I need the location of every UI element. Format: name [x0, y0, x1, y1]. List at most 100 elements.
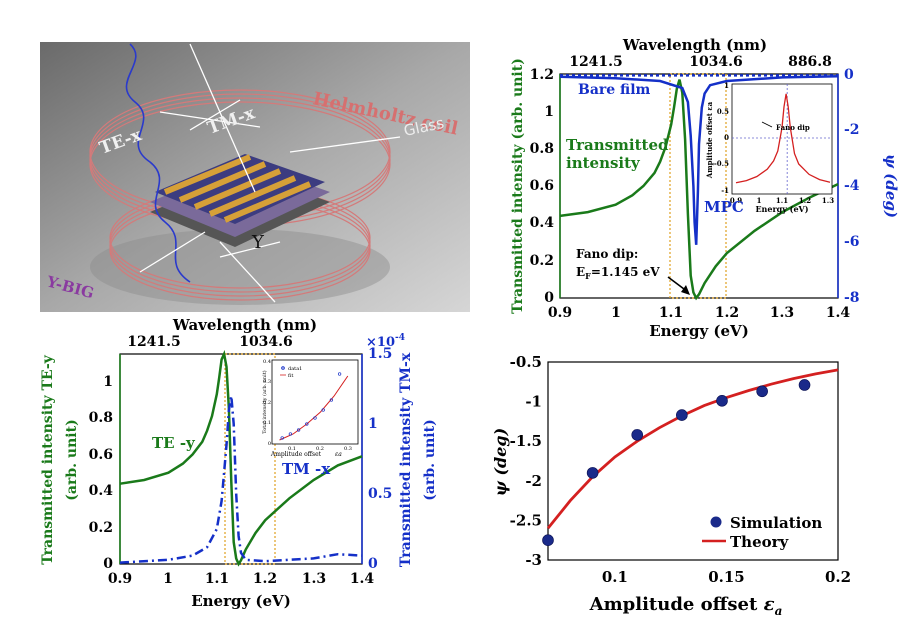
- xtick-5: 1.4: [826, 305, 851, 321]
- bl-inset-ytick-2: 0.2: [263, 400, 271, 406]
- device-illustration: TE-x TM-x Helmholtz coil Glass Y-BIG Y: [40, 42, 470, 312]
- inset-xtick-3: 1.2: [799, 196, 811, 205]
- y2tick-1: -6: [844, 234, 860, 250]
- bl-inset-xlabel-sym: εa: [335, 451, 342, 458]
- bl-series-0: [119, 349, 363, 567]
- bl-inset-point: [288, 432, 293, 436]
- br-x-axis-label: Amplitude offset εa: [589, 594, 783, 618]
- bl-left-yticks: 0 0.2 0.4 0.6 0.8 1: [89, 374, 114, 572]
- right-yticks: -8 -6 -4 -2 0: [844, 67, 860, 306]
- ytick-4: 0.8: [530, 141, 554, 157]
- bl-xticks: 0.9 1 1.1 1.2 1.3 1.4: [108, 571, 375, 587]
- inset-frame: [731, 83, 833, 195]
- bl-ytick-1: 0.2: [89, 520, 113, 536]
- bl-inset-ylabel: Total intensity (arb. unit): [261, 370, 268, 433]
- inset-fano-label: Fano dip: [776, 123, 810, 132]
- br-plot-frame: [547, 361, 839, 561]
- bl-y2-mult-exp: -4: [395, 333, 405, 343]
- y2tick-2: -4: [844, 178, 860, 194]
- polarization-axes: [139, 43, 401, 303]
- br-y-axis-label: ψ (deg): [491, 428, 510, 496]
- inset-ytick-2: 0: [724, 133, 729, 142]
- transmitted-label-line1: Transmitted: [566, 136, 669, 154]
- inset-yticks: -1 -0.5 0 0.5 1: [714, 81, 729, 195]
- chart-top-right-svg: Wavelength (nm) 1241.5 1034.6 886.8 Ampl…: [510, 36, 900, 340]
- bl-y2tick-2: 1: [368, 416, 378, 432]
- bl-y2-mult-base: ×10: [366, 335, 395, 350]
- inset-xtick-2: 1.1: [776, 196, 788, 205]
- bl-y2tick-0: 0: [368, 556, 378, 572]
- br-yticks: -3 -2.5 -2 -1.5 -1 -0.5: [510, 353, 542, 569]
- bl-inset-point: [305, 422, 309, 426]
- tr-series-2: [559, 74, 839, 245]
- ytick-1: 0.2: [530, 253, 554, 269]
- bl-plot-layer: [119, 349, 363, 567]
- top-axis-ticks: 1241.5 1034.6 886.8: [569, 54, 832, 70]
- inset-xlabel: Energy (eV): [755, 204, 808, 214]
- br-ytick: -1: [525, 393, 542, 411]
- br-ytick: -3: [525, 551, 542, 569]
- bl-xtick-5: 1.4: [350, 571, 375, 587]
- inset-xticks: 0.9 1 1.1 1.2 1.3: [730, 196, 834, 205]
- br-ytick: -2.5: [510, 511, 542, 529]
- chart-bottom-right: -3 -2.5 -2 -1.5 -1 -0.5 0.1 0.15 0.2 Amplitude …: [490, 350, 900, 620]
- mpc-label: MPC: [704, 198, 744, 216]
- top-tick-0: 1241.5: [569, 54, 623, 70]
- bl-y2-axis-label-1: Transmitted intensity TM-x: [398, 352, 414, 567]
- tr-series-0: [559, 79, 839, 301]
- bl-inset-point: [337, 372, 342, 376]
- chart-top-right: Wavelength (nm) 1241.5 1034.6 886.8 Ampl…: [500, 30, 900, 340]
- y-axis-label: Transmitted intensity (arb. unit): [510, 58, 526, 314]
- x-axis-label: Energy (eV): [649, 322, 749, 340]
- left-yticks: 0 0.2 0.4 0.6 0.8 1 1.2: [530, 67, 555, 306]
- top-tick-1: 1034.6: [689, 54, 743, 70]
- ytick-3: 0.6: [530, 178, 554, 194]
- ytick-6: 1.2: [530, 67, 554, 83]
- bl-xtick-0: 0.9: [108, 571, 132, 587]
- br-legend-simulation: Simulation: [730, 514, 822, 532]
- bl-ytick-0: 0: [103, 556, 113, 572]
- bl-inset-point: [313, 416, 317, 420]
- bl-ytick-2: 0.4: [89, 483, 114, 499]
- bl-ytick-4: 0.8: [89, 410, 113, 426]
- br-ytick: -0.5: [510, 353, 542, 371]
- chart-bottom-right-svg: -3 -2.5 -2 -1.5 -1 -0.5 0.1 0.15 0.2 Amplitude …: [491, 353, 851, 618]
- bl-y-axis-label-1: Transmitted intensity TE-y: [40, 354, 56, 564]
- br-xlabel-sub: a: [775, 604, 783, 618]
- bl-y2-axis-label-2: (arb. unit): [422, 419, 438, 500]
- br-xlabel-sym: ε: [764, 594, 775, 615]
- fano-dip-e-symbol: E: [576, 265, 585, 279]
- br-simulation-point: [798, 379, 811, 391]
- inset-ytick-3: 0.5: [717, 107, 729, 116]
- xtick-2: 1.1: [659, 305, 683, 321]
- bl-top-tick-1: 1034.6: [239, 334, 293, 350]
- bl-top-tick-0: 1241.5: [127, 334, 181, 350]
- bl-inset-legend-0: data1: [288, 366, 302, 372]
- bl-inset-legend-marker: [281, 366, 285, 370]
- xtick-3: 1.2: [715, 305, 739, 321]
- chart-bottom-left-svg: Wavelength (nm) 1241.5 1034.6 Total inte…: [40, 316, 438, 610]
- xtick-0: 0.9: [548, 305, 572, 321]
- bl-y2-multiplier: ×10-4: [366, 333, 405, 350]
- inset-xtick-0: 0.9: [730, 196, 742, 205]
- xtick-4: 1.3: [770, 305, 794, 321]
- br-theory-line: [546, 368, 839, 530]
- tr-inset-curve: [735, 93, 831, 184]
- br-simulation-point: [542, 534, 554, 546]
- bl-xtick-3: 1.2: [253, 571, 277, 587]
- bl-inset-xticks: 0.1 0.2 0.3: [288, 446, 352, 452]
- br-xtick: 0.2: [825, 568, 851, 586]
- device-illustration-svg: TE-x TM-x Helmholtz coil Glass Y-BIG Y: [40, 42, 470, 312]
- fano-dip-e: EF=1.145 eV: [576, 265, 660, 281]
- bl-y2tick-1: 0.5: [368, 486, 392, 502]
- light-wave: [125, 43, 191, 283]
- bl-inset-legend-1: fit: [288, 373, 293, 379]
- bl-inset-yticks: 0 0.1 0.2 0.3 0.4: [263, 359, 271, 447]
- ytick-0: 0: [544, 290, 554, 306]
- bl-xtick-1: 1: [163, 571, 173, 587]
- bl-highlight-box: [224, 353, 276, 565]
- y-label: Y: [251, 232, 265, 253]
- top-tick-2: 886.8: [788, 54, 832, 70]
- xticks: 0.9 1 1.1 1.2 1.3 1.4: [548, 305, 851, 321]
- y2tick-0: -8: [844, 290, 860, 306]
